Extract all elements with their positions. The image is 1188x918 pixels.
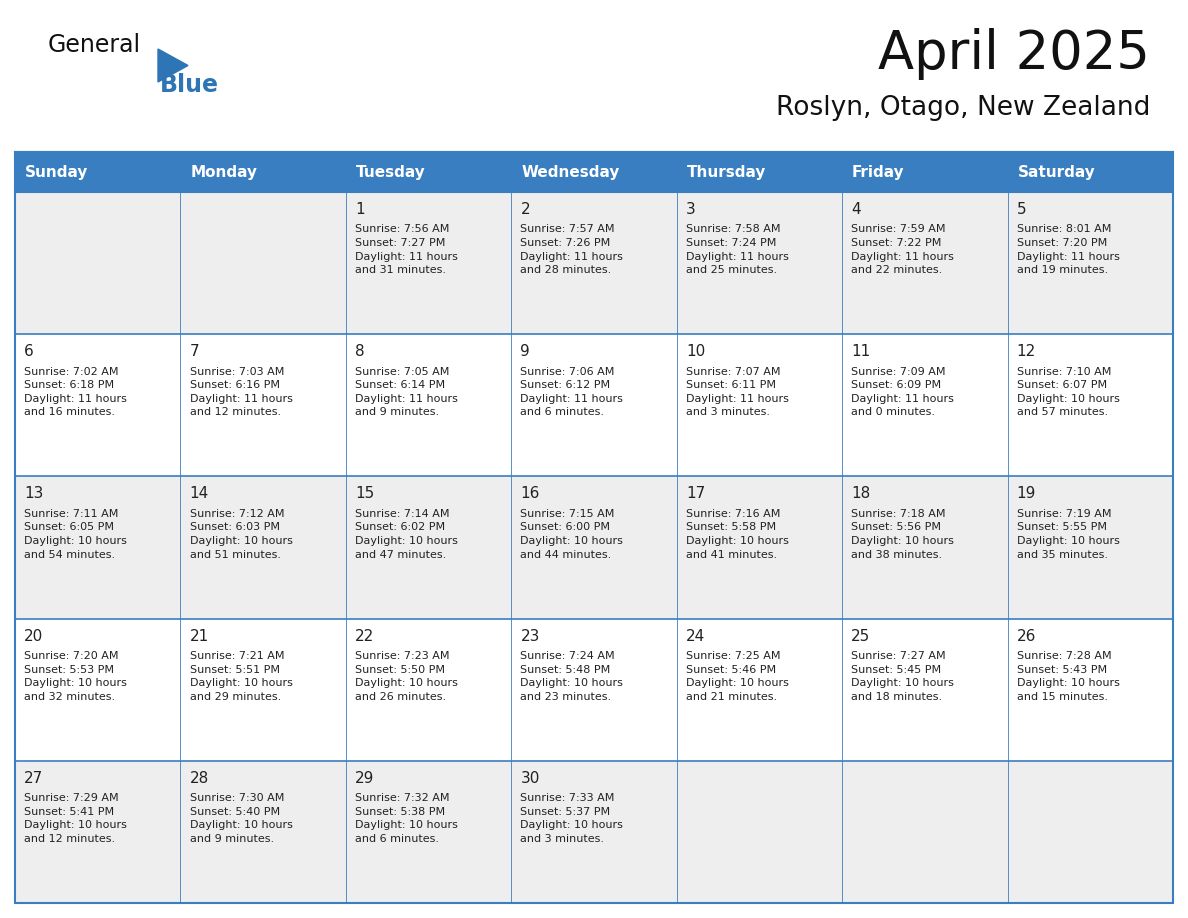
Text: 3: 3: [685, 202, 695, 217]
Text: 5: 5: [1017, 202, 1026, 217]
Text: Sunrise: 7:59 AM
Sunset: 7:22 PM
Daylight: 11 hours
and 22 minutes.: Sunrise: 7:59 AM Sunset: 7:22 PM Dayligh…: [852, 225, 954, 275]
Bar: [181, 152, 346, 192]
Text: Sunrise: 7:27 AM
Sunset: 5:45 PM
Daylight: 10 hours
and 18 minutes.: Sunrise: 7:27 AM Sunset: 5:45 PM Dayligh…: [852, 651, 954, 702]
Text: Sunrise: 7:07 AM
Sunset: 6:11 PM
Daylight: 11 hours
and 3 minutes.: Sunrise: 7:07 AM Sunset: 6:11 PM Dayligh…: [685, 366, 789, 418]
Text: Sunrise: 7:16 AM
Sunset: 5:58 PM
Daylight: 10 hours
and 41 minutes.: Sunrise: 7:16 AM Sunset: 5:58 PM Dayligh…: [685, 509, 789, 560]
Text: 12: 12: [1017, 344, 1036, 359]
Text: Sunrise: 7:32 AM
Sunset: 5:38 PM
Daylight: 10 hours
and 6 minutes.: Sunrise: 7:32 AM Sunset: 5:38 PM Dayligh…: [355, 793, 457, 844]
Text: Sunrise: 7:57 AM
Sunset: 7:26 PM
Daylight: 11 hours
and 28 minutes.: Sunrise: 7:57 AM Sunset: 7:26 PM Dayligh…: [520, 225, 624, 275]
Text: 18: 18: [852, 487, 871, 501]
Text: Sunday: Sunday: [25, 164, 88, 180]
Text: 19: 19: [1017, 487, 1036, 501]
Text: Sunrise: 7:28 AM
Sunset: 5:43 PM
Daylight: 10 hours
and 15 minutes.: Sunrise: 7:28 AM Sunset: 5:43 PM Dayligh…: [1017, 651, 1119, 702]
Text: Sunrise: 7:11 AM
Sunset: 6:05 PM
Daylight: 10 hours
and 54 minutes.: Sunrise: 7:11 AM Sunset: 6:05 PM Dayligh…: [24, 509, 127, 560]
Text: 8: 8: [355, 344, 365, 359]
Text: 30: 30: [520, 771, 539, 786]
Text: 7: 7: [190, 344, 200, 359]
Text: 15: 15: [355, 487, 374, 501]
Text: 13: 13: [24, 487, 44, 501]
Text: 22: 22: [355, 629, 374, 644]
Text: 4: 4: [852, 202, 861, 217]
Bar: [346, 152, 511, 192]
Text: 10: 10: [685, 344, 704, 359]
Text: 23: 23: [520, 629, 539, 644]
Text: 2: 2: [520, 202, 530, 217]
Text: Sunrise: 7:30 AM
Sunset: 5:40 PM
Daylight: 10 hours
and 9 minutes.: Sunrise: 7:30 AM Sunset: 5:40 PM Dayligh…: [190, 793, 292, 844]
Text: 21: 21: [190, 629, 209, 644]
Text: Sunrise: 7:29 AM
Sunset: 5:41 PM
Daylight: 10 hours
and 12 minutes.: Sunrise: 7:29 AM Sunset: 5:41 PM Dayligh…: [24, 793, 127, 844]
Text: Sunrise: 7:03 AM
Sunset: 6:16 PM
Daylight: 11 hours
and 12 minutes.: Sunrise: 7:03 AM Sunset: 6:16 PM Dayligh…: [190, 366, 292, 418]
Text: Sunrise: 7:33 AM
Sunset: 5:37 PM
Daylight: 10 hours
and 3 minutes.: Sunrise: 7:33 AM Sunset: 5:37 PM Dayligh…: [520, 793, 624, 844]
Text: 9: 9: [520, 344, 530, 359]
Text: 6: 6: [24, 344, 33, 359]
Text: 14: 14: [190, 487, 209, 501]
Text: Sunrise: 7:25 AM
Sunset: 5:46 PM
Daylight: 10 hours
and 21 minutes.: Sunrise: 7:25 AM Sunset: 5:46 PM Dayligh…: [685, 651, 789, 702]
Text: Sunrise: 7:10 AM
Sunset: 6:07 PM
Daylight: 10 hours
and 57 minutes.: Sunrise: 7:10 AM Sunset: 6:07 PM Dayligh…: [1017, 366, 1119, 418]
Text: Sunrise: 7:19 AM
Sunset: 5:55 PM
Daylight: 10 hours
and 35 minutes.: Sunrise: 7:19 AM Sunset: 5:55 PM Dayligh…: [1017, 509, 1119, 560]
Text: 1: 1: [355, 202, 365, 217]
Text: 28: 28: [190, 771, 209, 786]
Text: 17: 17: [685, 487, 704, 501]
Bar: [15, 761, 1173, 903]
Text: General: General: [48, 33, 141, 57]
Text: Blue: Blue: [160, 73, 219, 97]
Text: Friday: Friday: [852, 164, 905, 180]
Bar: [677, 152, 842, 192]
Text: Thursday: Thursday: [687, 164, 766, 180]
Bar: [15, 476, 1173, 619]
Text: Sunrise: 7:18 AM
Sunset: 5:56 PM
Daylight: 10 hours
and 38 minutes.: Sunrise: 7:18 AM Sunset: 5:56 PM Dayligh…: [852, 509, 954, 560]
Bar: [15, 619, 1173, 761]
Bar: [15, 152, 181, 192]
Text: Sunrise: 7:24 AM
Sunset: 5:48 PM
Daylight: 10 hours
and 23 minutes.: Sunrise: 7:24 AM Sunset: 5:48 PM Dayligh…: [520, 651, 624, 702]
Bar: [15, 152, 1173, 903]
Text: Monday: Monday: [190, 164, 258, 180]
Text: Sunrise: 7:06 AM
Sunset: 6:12 PM
Daylight: 11 hours
and 6 minutes.: Sunrise: 7:06 AM Sunset: 6:12 PM Dayligh…: [520, 366, 624, 418]
Text: 29: 29: [355, 771, 374, 786]
Text: Sunrise: 7:23 AM
Sunset: 5:50 PM
Daylight: 10 hours
and 26 minutes.: Sunrise: 7:23 AM Sunset: 5:50 PM Dayligh…: [355, 651, 457, 702]
Text: Sunrise: 7:12 AM
Sunset: 6:03 PM
Daylight: 10 hours
and 51 minutes.: Sunrise: 7:12 AM Sunset: 6:03 PM Dayligh…: [190, 509, 292, 560]
Text: Roslyn, Otago, New Zealand: Roslyn, Otago, New Zealand: [776, 95, 1150, 121]
Text: 27: 27: [24, 771, 43, 786]
Text: Sunrise: 7:02 AM
Sunset: 6:18 PM
Daylight: 11 hours
and 16 minutes.: Sunrise: 7:02 AM Sunset: 6:18 PM Dayligh…: [24, 366, 127, 418]
Text: 20: 20: [24, 629, 43, 644]
Text: Tuesday: Tuesday: [355, 164, 425, 180]
Text: Saturday: Saturday: [1017, 164, 1095, 180]
Text: Sunrise: 7:56 AM
Sunset: 7:27 PM
Daylight: 11 hours
and 31 minutes.: Sunrise: 7:56 AM Sunset: 7:27 PM Dayligh…: [355, 225, 457, 275]
Text: Sunrise: 7:58 AM
Sunset: 7:24 PM
Daylight: 11 hours
and 25 minutes.: Sunrise: 7:58 AM Sunset: 7:24 PM Dayligh…: [685, 225, 789, 275]
Bar: [511, 152, 677, 192]
Text: 25: 25: [852, 629, 871, 644]
Polygon shape: [158, 49, 188, 82]
Text: 16: 16: [520, 487, 539, 501]
Text: 11: 11: [852, 344, 871, 359]
Text: Sunrise: 8:01 AM
Sunset: 7:20 PM
Daylight: 11 hours
and 19 minutes.: Sunrise: 8:01 AM Sunset: 7:20 PM Dayligh…: [1017, 225, 1119, 275]
Bar: [842, 152, 1007, 192]
Text: 26: 26: [1017, 629, 1036, 644]
Bar: [1007, 152, 1173, 192]
Bar: [15, 334, 1173, 476]
Text: Sunrise: 7:09 AM
Sunset: 6:09 PM
Daylight: 11 hours
and 0 minutes.: Sunrise: 7:09 AM Sunset: 6:09 PM Dayligh…: [852, 366, 954, 418]
Text: Sunrise: 7:15 AM
Sunset: 6:00 PM
Daylight: 10 hours
and 44 minutes.: Sunrise: 7:15 AM Sunset: 6:00 PM Dayligh…: [520, 509, 624, 560]
Text: Sunrise: 7:21 AM
Sunset: 5:51 PM
Daylight: 10 hours
and 29 minutes.: Sunrise: 7:21 AM Sunset: 5:51 PM Dayligh…: [190, 651, 292, 702]
Bar: [15, 192, 1173, 334]
Text: 24: 24: [685, 629, 704, 644]
Text: Wednesday: Wednesday: [522, 164, 620, 180]
Text: Sunrise: 7:05 AM
Sunset: 6:14 PM
Daylight: 11 hours
and 9 minutes.: Sunrise: 7:05 AM Sunset: 6:14 PM Dayligh…: [355, 366, 457, 418]
Text: April 2025: April 2025: [878, 28, 1150, 80]
Text: Sunrise: 7:20 AM
Sunset: 5:53 PM
Daylight: 10 hours
and 32 minutes.: Sunrise: 7:20 AM Sunset: 5:53 PM Dayligh…: [24, 651, 127, 702]
Text: Sunrise: 7:14 AM
Sunset: 6:02 PM
Daylight: 10 hours
and 47 minutes.: Sunrise: 7:14 AM Sunset: 6:02 PM Dayligh…: [355, 509, 457, 560]
